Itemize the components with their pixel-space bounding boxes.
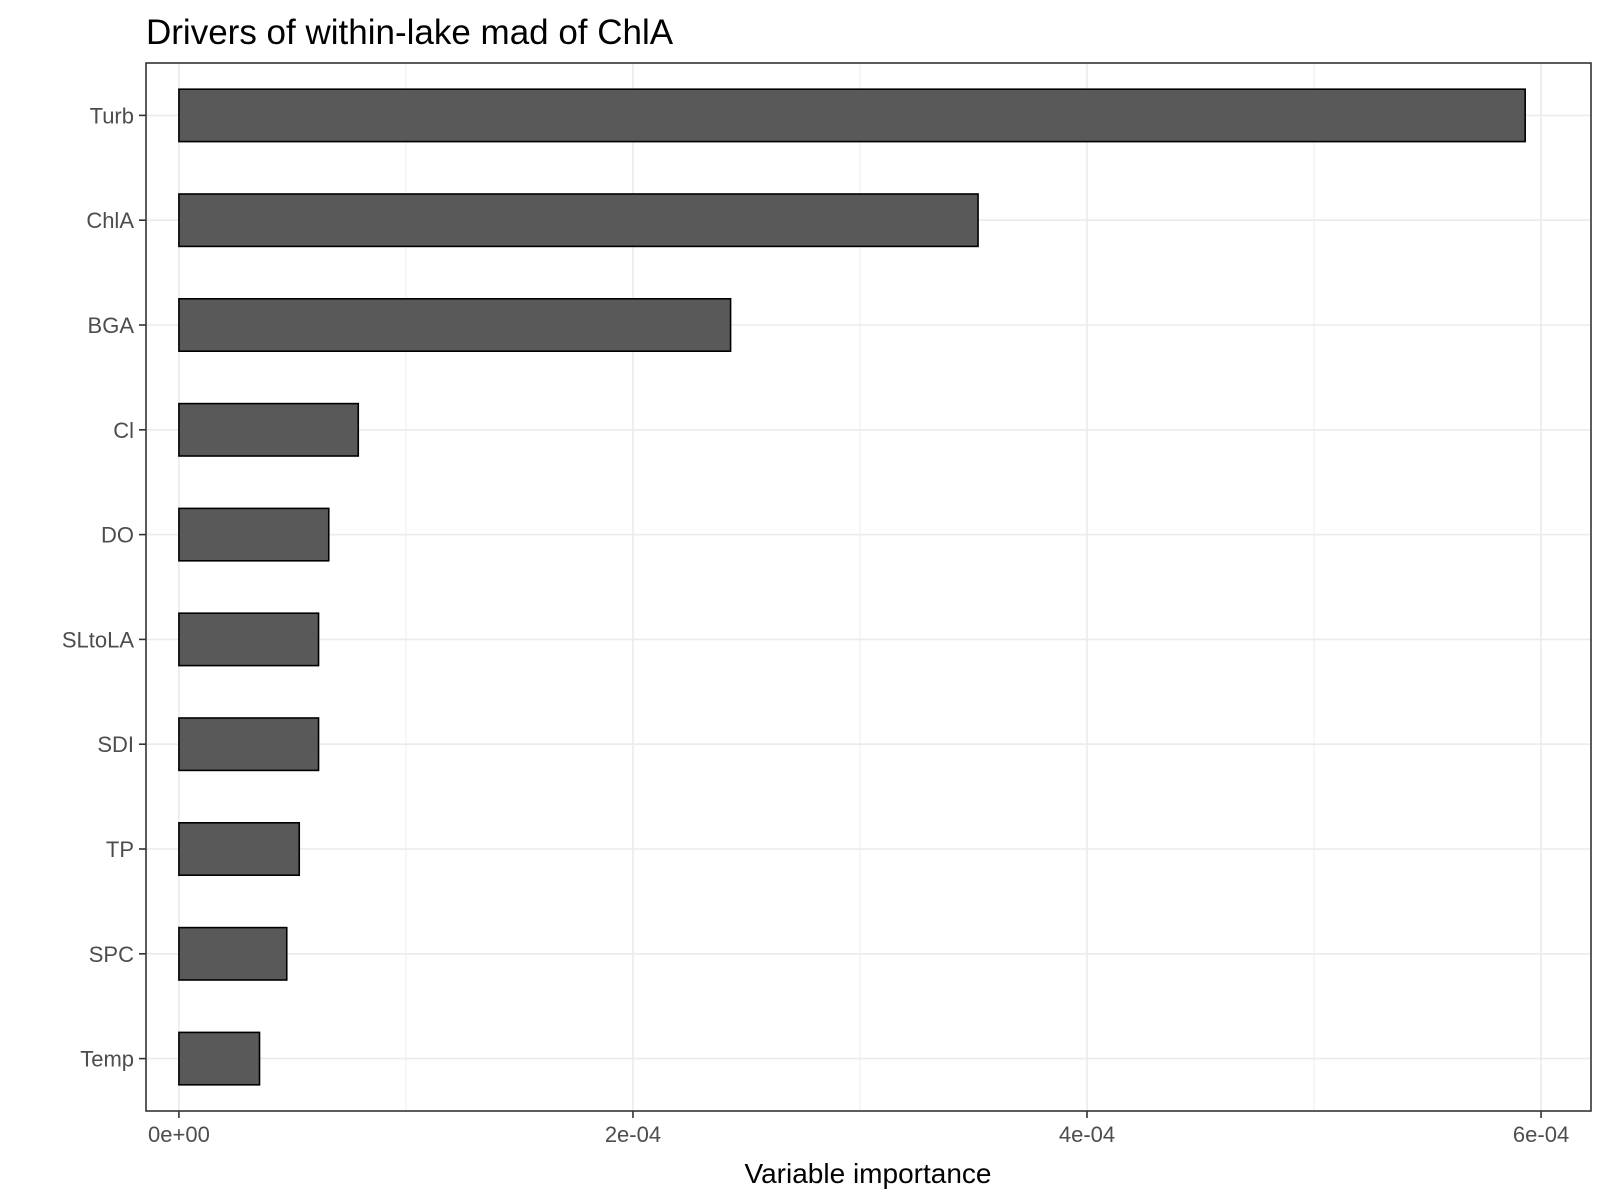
x-tick-label: 4e-04 — [1059, 1122, 1115, 1147]
y-tick-label: Cl — [113, 418, 134, 443]
panel-border — [145, 62, 1592, 1112]
bar-temp — [178, 1031, 261, 1086]
y-tick-label: ChlA — [86, 208, 134, 233]
x-axis-title: Variable importance — [745, 1158, 992, 1189]
y-tick-label: SLtoLA — [62, 627, 134, 652]
bars — [178, 88, 1526, 1086]
y-tick-label: Temp — [80, 1047, 134, 1072]
bar-sltola — [178, 612, 320, 667]
x-tick-label: 2e-04 — [605, 1122, 661, 1147]
bar-tp — [178, 821, 301, 876]
x-axis: 0e+00 2e-04 4e-04 6e-04 — [148, 1111, 1569, 1147]
chart-title: Drivers of within-lake mad of ChlA — [146, 13, 674, 52]
bar-sdi — [178, 717, 320, 772]
y-tick-label: Turb — [90, 103, 134, 128]
y-tick-label: SPC — [89, 942, 134, 967]
y-axis: Turb ChlA BGA Cl DO SLtoLA SDI TP SPC Temp — [62, 103, 146, 1072]
bar-turb — [178, 88, 1526, 143]
y-tick-label: BGA — [88, 313, 135, 338]
x-tick-label: 0e+00 — [148, 1122, 210, 1147]
y-tick-label: DO — [101, 523, 134, 548]
grid-lines — [146, 63, 1591, 1111]
bar-chla — [178, 193, 979, 248]
bar-do — [178, 507, 330, 562]
x-tick-label: 6e-04 — [1513, 1122, 1569, 1147]
bar-spc — [178, 926, 288, 981]
y-tick-label: TP — [106, 837, 134, 862]
y-tick-label: SDI — [97, 732, 134, 757]
bar-cl — [178, 402, 360, 457]
bar-bga — [178, 297, 732, 352]
